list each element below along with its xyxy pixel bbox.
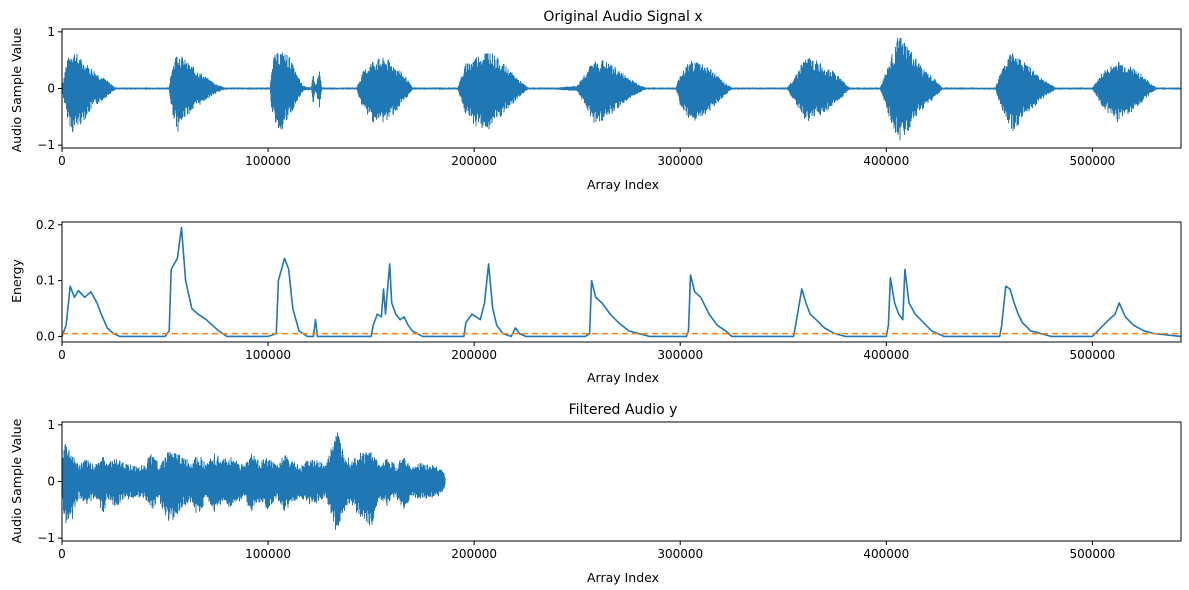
- y-tick-label: 0: [47, 475, 55, 489]
- y-axis-label: Audio Sample Value: [9, 27, 24, 152]
- x-tick-label: 500000: [1069, 348, 1115, 362]
- energy-series: [62, 226, 1181, 338]
- y-axis-label: Audio Sample Value: [9, 418, 24, 543]
- panel-energy: 0 100000 200000 300000 400000 500000 0.0 0.1 0.2…: [9, 218, 1182, 385]
- x-tick-label: 300000: [657, 154, 703, 168]
- x-axis-label: Array Index: [587, 570, 659, 585]
- plot-area: 0 100000 200000 300000 400000 500000−101: [37, 418, 1182, 561]
- panel-filtered-audio: Filtered Audio y 0 100000 200000 300000 4000…: [9, 402, 1182, 585]
- x-tick-label: 500000: [1069, 154, 1115, 168]
- x-tick-label: 400000: [863, 154, 909, 168]
- y-tick-label: 0.2: [36, 218, 55, 232]
- y-tick-label: −1: [37, 531, 55, 545]
- y-tick-label: 0.0: [36, 329, 55, 343]
- y-tick-label: 1: [47, 25, 55, 39]
- x-tick-label: 300000: [657, 348, 703, 362]
- chart-title: Filtered Audio y: [569, 402, 678, 418]
- axes-frame: [61, 221, 1182, 343]
- x-tick-label: 200000: [451, 154, 497, 168]
- x-tick-label: 100000: [245, 154, 291, 168]
- waveform-series: [62, 432, 446, 530]
- x-tick-label: 100000: [245, 348, 291, 362]
- x-tick-label: 400000: [863, 547, 909, 561]
- x-tick-label: 100000: [245, 547, 291, 561]
- x-tick-label: 0: [58, 348, 66, 362]
- x-axis-label: Array Index: [587, 177, 659, 192]
- plot-area: 0 100000 200000 300000 400000 500000 0.0 0.1 0.2: [36, 218, 1182, 362]
- plot-area: 0 100000 200000 300000 400000 500000−101: [37, 25, 1182, 168]
- x-tick-label: 0: [58, 154, 66, 168]
- x-tick-label: 200000: [451, 348, 497, 362]
- chart-title: Original Audio Signal x: [543, 9, 702, 25]
- x-tick-label: 400000: [863, 348, 909, 362]
- y-tick-label: 0.1: [36, 274, 55, 288]
- x-axis-label: Array Index: [587, 370, 659, 385]
- x-tick-label: 0: [58, 547, 66, 561]
- waveform-series: [62, 37, 1181, 141]
- y-tick-label: 0: [47, 82, 55, 96]
- panel-original-signal: Original Audio Signal x 0 100000 200000 300…: [9, 9, 1182, 192]
- y-tick-label: −1: [37, 138, 55, 152]
- y-axis-label: Energy: [9, 259, 24, 303]
- y-tick-label: 1: [47, 418, 55, 432]
- x-tick-label: 200000: [451, 547, 497, 561]
- x-tick-label: 300000: [657, 547, 703, 561]
- x-tick-label: 500000: [1069, 547, 1115, 561]
